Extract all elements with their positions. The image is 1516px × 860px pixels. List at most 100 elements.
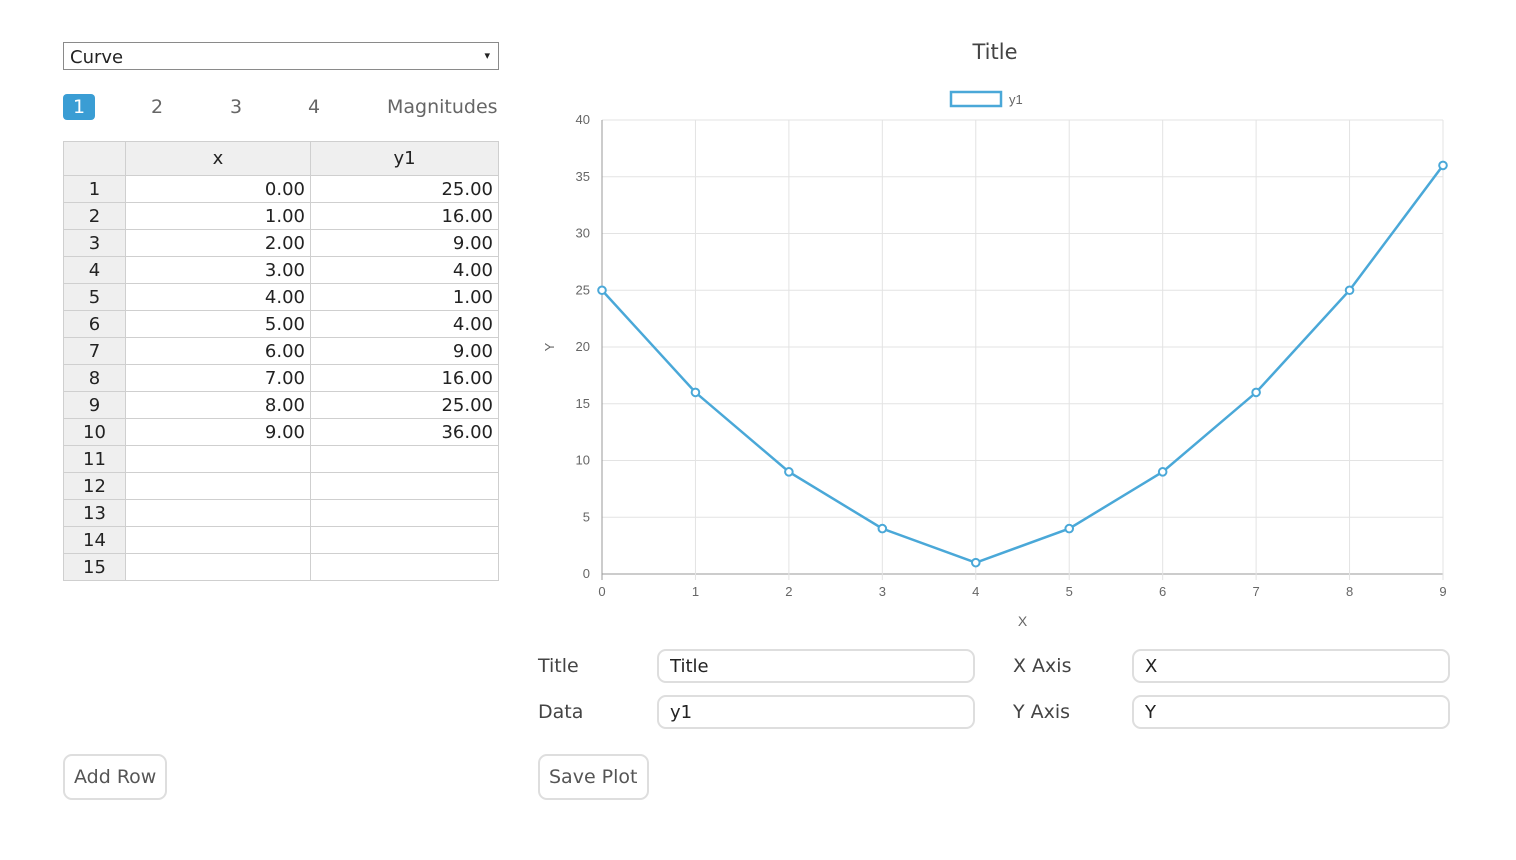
column-header-y1[interactable]: y1 xyxy=(310,141,499,176)
cell-x[interactable]: 0.00 xyxy=(125,175,311,203)
cell-x[interactable]: 3.00 xyxy=(125,256,311,284)
row-number[interactable]: 8 xyxy=(63,364,126,392)
x-axis-input[interactable] xyxy=(1132,649,1450,683)
table-row: 12 xyxy=(63,472,499,500)
row-number[interactable]: 4 xyxy=(63,256,126,284)
x-tick-label: 0 xyxy=(598,584,605,599)
x-axis-label: X Axis xyxy=(1013,655,1072,677)
data-point[interactable] xyxy=(1344,285,1355,296)
data-point[interactable] xyxy=(784,467,794,477)
data-point[interactable] xyxy=(970,557,981,568)
y-tick-label: 15 xyxy=(576,396,590,411)
row-number[interactable]: 1 xyxy=(63,175,126,203)
cell-y1[interactable] xyxy=(310,445,499,473)
cell-y1[interactable] xyxy=(310,553,499,581)
y-tick-label: 5 xyxy=(583,509,590,524)
cell-y1[interactable]: 4.00 xyxy=(310,310,499,338)
cell-y1[interactable]: 1.00 xyxy=(310,283,499,311)
cell-x[interactable]: 9.00 xyxy=(125,418,311,446)
table-row: 1 0.00 25.00 xyxy=(63,175,499,203)
curve-select[interactable]: Curve ▾ xyxy=(63,42,499,70)
y-tick-label: 20 xyxy=(576,339,590,354)
cell-y1[interactable] xyxy=(310,499,499,527)
y-tick-label: 25 xyxy=(576,282,590,297)
tab-magnitudes[interactable]: Magnitudes xyxy=(387,96,498,118)
row-number[interactable]: 6 xyxy=(63,310,126,338)
cell-x[interactable]: 5.00 xyxy=(125,310,311,338)
cell-x[interactable]: 7.00 xyxy=(125,364,311,392)
save-plot-button[interactable]: Save Plot xyxy=(538,754,649,800)
column-header-x[interactable]: x xyxy=(125,141,311,176)
x-tick-label: 4 xyxy=(972,584,979,599)
cell-x[interactable] xyxy=(125,445,311,473)
x-tick-label: 8 xyxy=(1346,584,1353,599)
x-tick-label: 7 xyxy=(1252,584,1259,599)
data-point[interactable] xyxy=(1064,523,1075,534)
row-number[interactable]: 15 xyxy=(63,553,126,581)
x-axis-title: X xyxy=(1018,613,1028,629)
tab-3[interactable]: 3 xyxy=(230,96,243,118)
table-row: 2 1.00 16.00 xyxy=(63,202,499,230)
data-point[interactable] xyxy=(690,387,701,398)
row-number[interactable]: 14 xyxy=(63,526,126,554)
x-tick-label: 3 xyxy=(879,584,886,599)
cell-x[interactable] xyxy=(125,553,311,581)
cell-x[interactable] xyxy=(125,499,311,527)
table-row: 10 9.00 36.00 xyxy=(63,418,499,446)
tab-2[interactable]: 2 xyxy=(151,96,164,118)
table-row: 6 5.00 4.00 xyxy=(63,310,499,338)
data-input[interactable] xyxy=(657,695,975,729)
cell-y1[interactable]: 36.00 xyxy=(310,418,499,446)
cell-y1[interactable]: 9.00 xyxy=(310,337,499,365)
row-number[interactable]: 2 xyxy=(63,202,126,230)
y-tick-label: 10 xyxy=(576,453,590,468)
row-number[interactable]: 5 xyxy=(63,283,126,311)
title-input[interactable] xyxy=(657,649,975,683)
row-number[interactable]: 7 xyxy=(63,337,126,365)
corner-header xyxy=(63,141,126,176)
cell-y1[interactable] xyxy=(310,472,499,500)
cell-y1[interactable]: 16.00 xyxy=(310,202,499,230)
legend-swatch xyxy=(949,90,1003,108)
cell-y1[interactable]: 25.00 xyxy=(310,175,499,203)
cell-y1[interactable]: 4.00 xyxy=(310,256,499,284)
data-point[interactable] xyxy=(877,523,888,534)
table-row: 7 6.00 9.00 xyxy=(63,337,499,365)
y-axis-input[interactable] xyxy=(1132,695,1450,729)
tab-1[interactable]: 1 xyxy=(63,94,95,120)
x-tick-label: 2 xyxy=(785,584,792,599)
table-row: 14 xyxy=(63,526,499,554)
line-chart: 0 5 10 15 20 25 30 35 40 0 1 2 3 4 5 6 7 8 9 X Yy1 xyxy=(542,90,1448,629)
data-point[interactable] xyxy=(597,285,607,296)
row-number[interactable]: 11 xyxy=(63,445,126,473)
cell-x[interactable]: 1.00 xyxy=(125,202,311,230)
cell-x[interactable]: 2.00 xyxy=(125,229,311,257)
y-tick-label: 35 xyxy=(576,169,590,184)
y-axis-label: Y Axis xyxy=(1013,701,1071,723)
row-number[interactable]: 12 xyxy=(63,472,126,500)
tab-4[interactable]: 4 xyxy=(308,96,321,118)
add-row-button[interactable]: Add Row xyxy=(63,754,168,800)
cell-y1[interactable] xyxy=(310,526,499,554)
cell-y1[interactable]: 9.00 xyxy=(310,229,499,257)
cell-y1[interactable]: 16.00 xyxy=(310,364,499,392)
table-row: 5 4.00 1.00 xyxy=(63,283,499,311)
row-number[interactable]: 13 xyxy=(63,499,126,527)
cell-x[interactable]: 8.00 xyxy=(125,391,311,419)
cell-x[interactable] xyxy=(125,472,311,500)
data-point[interactable] xyxy=(1251,387,1261,398)
data-point[interactable] xyxy=(1157,467,1168,477)
x-tick-label: 9 xyxy=(1439,584,1446,599)
cell-x[interactable]: 4.00 xyxy=(125,283,311,311)
data-point[interactable] xyxy=(1438,160,1448,171)
cell-x[interactable]: 6.00 xyxy=(125,337,311,365)
cell-y1[interactable]: 25.00 xyxy=(310,391,499,419)
row-number[interactable]: 9 xyxy=(63,391,126,419)
cell-x[interactable] xyxy=(125,526,311,554)
curve-select-value: Curve xyxy=(70,47,124,68)
y-tick-label: 0 xyxy=(583,566,590,581)
series-line-y1 xyxy=(601,164,1445,564)
y-tick-label: 40 xyxy=(576,112,590,127)
row-number[interactable]: 10 xyxy=(63,418,126,446)
row-number[interactable]: 3 xyxy=(63,229,126,257)
